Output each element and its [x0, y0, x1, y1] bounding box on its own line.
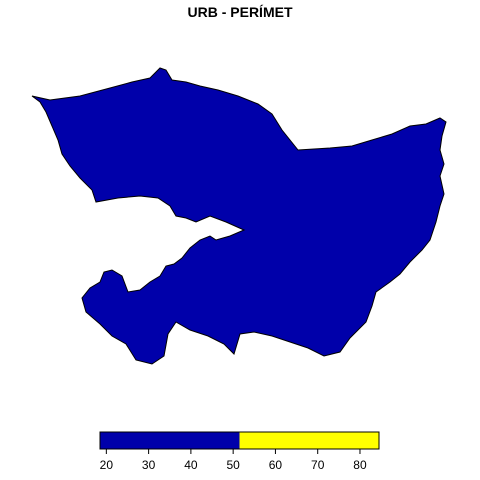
map-title: URB - PERÍMET [187, 4, 293, 20]
legend-tick-label-80: 80 [353, 458, 367, 472]
legend-tick-label-20: 20 [100, 458, 114, 472]
legend-tick-label-30: 30 [142, 458, 156, 472]
legend-axis: 20 30 40 50 60 70 80 [100, 449, 367, 472]
legend-bin-1 [239, 432, 379, 449]
legend-tick-label-70: 70 [311, 458, 325, 472]
legend-tick-label-60: 60 [269, 458, 283, 472]
region-polygon[interactable] [31, 67, 447, 365]
legend-frame [99, 431, 380, 450]
legend-colorbar [99, 431, 380, 450]
legend-tick-label-40: 40 [184, 458, 198, 472]
legend-bin-0 [100, 432, 240, 449]
legend-tick-label-50: 50 [226, 458, 240, 472]
